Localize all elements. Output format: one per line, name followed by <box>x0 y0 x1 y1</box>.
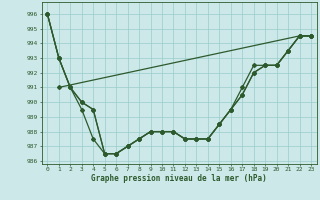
X-axis label: Graphe pression niveau de la mer (hPa): Graphe pression niveau de la mer (hPa) <box>91 174 267 183</box>
